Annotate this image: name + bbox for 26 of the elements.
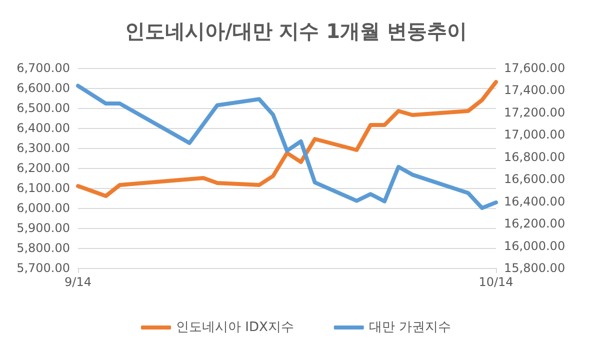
- legend-label: 인도네시아 IDX지수: [176, 320, 294, 335]
- y-tick-label: 6,000.00: [16, 201, 70, 215]
- chart-title: 인도네시아/대만 지수 1개월 변동추이: [124, 19, 468, 43]
- y-tick-label: 6,600.00: [16, 81, 70, 95]
- x-tick-label: 9/14: [64, 275, 92, 289]
- y-tick-label: 5,700.00: [16, 261, 70, 275]
- y2-tick-label: 17,000.00: [504, 128, 566, 142]
- y-tick-label: 5,800.00: [16, 241, 70, 255]
- x-tick-label: 10/14: [478, 275, 514, 289]
- y2-tick-label: 16,400.00: [504, 194, 566, 208]
- y2-tick-label: 16,600.00: [504, 172, 566, 186]
- y-tick-label: 6,100.00: [16, 181, 70, 195]
- y2-tick-label: 16,800.00: [504, 150, 566, 164]
- y2-tick-label: 16,000.00: [504, 238, 566, 253]
- y2-tick-label: 16,200.00: [504, 216, 566, 231]
- y-tick-label: 6,200.00: [16, 161, 70, 175]
- y2-tick-label: 17,600.00: [504, 61, 566, 75]
- y-tick-label: 6,300.00: [16, 141, 70, 155]
- y-tick-label: 6,400.00: [16, 121, 70, 135]
- y2-tick-label: 17,400.00: [504, 83, 566, 98]
- y2-tick-label: 15,800.00: [504, 261, 566, 275]
- y2-tick-label: 17,200.00: [504, 105, 566, 120]
- y-tick-label: 5,900.00: [16, 221, 70, 235]
- legend-label: 대만 가권지수: [368, 320, 452, 335]
- y-tick-label: 6,500.00: [16, 101, 70, 115]
- y-tick-label: 6,700.00: [16, 61, 70, 75]
